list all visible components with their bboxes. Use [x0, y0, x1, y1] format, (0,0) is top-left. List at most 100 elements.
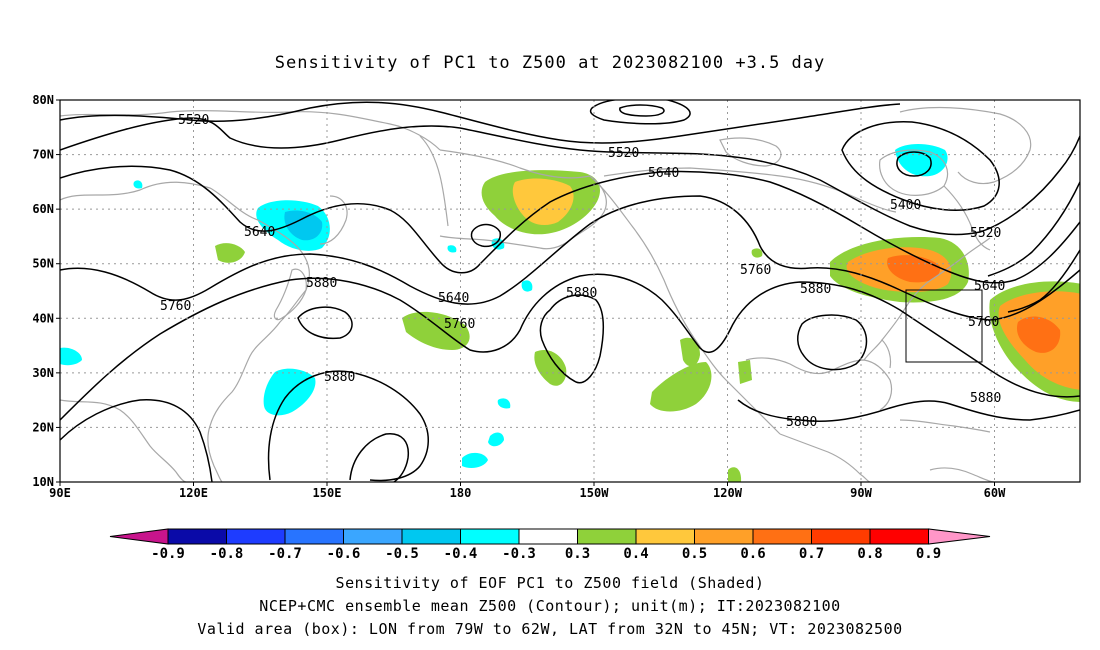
colorbar: -0.9 -0.8 -0.7 -0.6 -0.5 -0.4 -0.3 0.3 0.4 0.5 0.6…: [109, 528, 991, 562]
figure-title: Sensitivity of PC1 to Z500 at 2023082100…: [275, 53, 826, 73]
contour-label: 5760: [444, 317, 475, 332]
lon-tick-label: 90E: [49, 486, 71, 500]
z500-contours: [60, 100, 1080, 482]
negative-region-pacific-2: [488, 432, 504, 447]
positive-region-alaska-core: [512, 178, 574, 226]
contour-label: 5640: [244, 225, 275, 240]
colorbar-swatch: [460, 528, 520, 545]
contour-label: 5520: [608, 146, 639, 161]
positive-region-small-1: [751, 248, 763, 258]
colorbar-over-triangle: [928, 528, 991, 545]
contour-labels: 5520 5520 5520 5400 5640 5640 5640 5640 …: [160, 113, 1005, 430]
positive-region-baja: [650, 362, 712, 412]
colorbar-tick-label: -0.8: [210, 546, 244, 562]
colorbar-swatch: [167, 528, 227, 545]
colorbar-swatch: [811, 528, 871, 545]
colorbar-swatch: [869, 528, 929, 545]
lon-tick-label: 150E: [313, 486, 342, 500]
coast-caribbean: [899, 419, 991, 433]
lat-tick-label: 10N: [32, 475, 54, 489]
negative-region-small-1: [133, 180, 143, 189]
contour-5880: [60, 273, 1080, 421]
contour-label: 5640: [648, 166, 679, 181]
contour-arctic-inner-2: [619, 104, 665, 117]
contour-label: 5640: [974, 279, 1005, 294]
colorbar-tick-label: -0.6: [327, 546, 361, 562]
coast-arctic-islands: [719, 137, 782, 167]
lat-tick-label: 70N: [32, 148, 54, 162]
colorbar-swatch: [635, 528, 695, 545]
lon-tick-label: 120W: [713, 486, 743, 500]
caption-contour: NCEP+CMC ensemble mean Z500 (Contour); u…: [259, 597, 840, 615]
contour-label: 5880: [306, 276, 337, 291]
contour-label: 5520: [970, 226, 1001, 241]
coast-central-america: [779, 433, 871, 482]
contour-label: 5640: [438, 291, 469, 306]
coast-greenland: [899, 106, 1032, 185]
contour-hudson-inner: [896, 151, 932, 177]
colorbar-swatch: [284, 528, 344, 545]
colorbar-tick-label: -0.9: [151, 546, 185, 562]
colorbar-tick-label: 0.8: [857, 546, 882, 562]
contour-label: 5520: [178, 113, 209, 128]
colorbar-swatch: [518, 528, 578, 545]
contour-small-1: [470, 223, 501, 248]
coast-north-america-east: [881, 237, 991, 341]
negative-region-hudson: [895, 144, 948, 177]
colorbar-tick-label: 0.3: [565, 546, 590, 562]
coast-bering: [419, 135, 449, 227]
colorbar-swatch: [577, 528, 637, 545]
contour-5880-pacific: [267, 370, 429, 482]
coast-siberia: [60, 109, 441, 151]
lon-tick-label: 120E: [179, 486, 208, 500]
colorbar-tick-label: -0.3: [502, 546, 536, 562]
negative-region-small-3: [497, 398, 511, 409]
longitude-axis: 90E 120E 150E 180 150W 120W 90W 60W: [49, 482, 1006, 500]
colorbar-tick-label: -0.7: [268, 546, 302, 562]
contour-label: 5760: [160, 299, 191, 314]
colorbar-tick-label: -0.5: [385, 546, 419, 562]
coast-asia-east: [60, 181, 310, 482]
positive-region-small-2: [728, 467, 742, 482]
contour-label: 5400: [890, 198, 921, 213]
contour-label: 5760: [968, 315, 999, 330]
contour-atlantic-east-1: [987, 181, 1080, 277]
contour-west-southern: [60, 399, 213, 482]
colorbar-swatch: [226, 528, 286, 545]
map-panel: 80N 70N 60N 50N 40N 30N 20N 10N 90E 120E 150E 180 1…: [32, 93, 1081, 500]
colorbar-swatch: [752, 528, 812, 545]
contour-5880-low-1: [297, 306, 353, 340]
positive-region-mexico: [680, 337, 700, 367]
contour-atlantic-east-2: [1007, 249, 1080, 313]
coastlines: [60, 106, 1032, 482]
positive-region-pacific: [402, 311, 470, 350]
caption-shading: Sensitivity of EOF PC1 to Z500 field (Sh…: [336, 574, 765, 592]
colorbar-swatch: [343, 528, 403, 545]
lat-tick-label: 20N: [32, 420, 54, 434]
contour-5760: [60, 195, 1080, 321]
positive-region-pacific-2: [534, 349, 567, 386]
contour-5520: [60, 117, 1080, 236]
contour-label: 5880: [786, 415, 817, 430]
lat-tick-label: 80N: [32, 93, 54, 107]
lon-tick-label: 150W: [580, 486, 610, 500]
contour-label: 5880: [566, 286, 597, 301]
lat-tick-label: 60N: [32, 202, 54, 216]
negative-region-kamchatka-core: [284, 210, 323, 241]
lat-tick-label: 50N: [32, 257, 54, 271]
lon-tick-label: 90W: [850, 486, 872, 500]
positive-region-gulf: [738, 360, 752, 384]
latitude-axis: 80N 70N 60N 50N 40N 30N 20N 10N: [32, 93, 60, 489]
colorbar-tick-label: 0.5: [682, 546, 707, 562]
coast-asia-south: [60, 399, 187, 482]
colorbar-tick-label: 0.7: [799, 546, 824, 562]
coast-canada-arctic: [603, 167, 897, 213]
contour-label: 5880: [324, 370, 355, 385]
coast-japan: [273, 268, 307, 321]
contour-label: 5760: [740, 263, 771, 278]
graticule: [60, 100, 1080, 482]
colorbar-tick-label: -0.4: [444, 546, 478, 562]
negative-region-small-2: [447, 245, 457, 253]
coast-gulf-mexico: [745, 357, 893, 411]
